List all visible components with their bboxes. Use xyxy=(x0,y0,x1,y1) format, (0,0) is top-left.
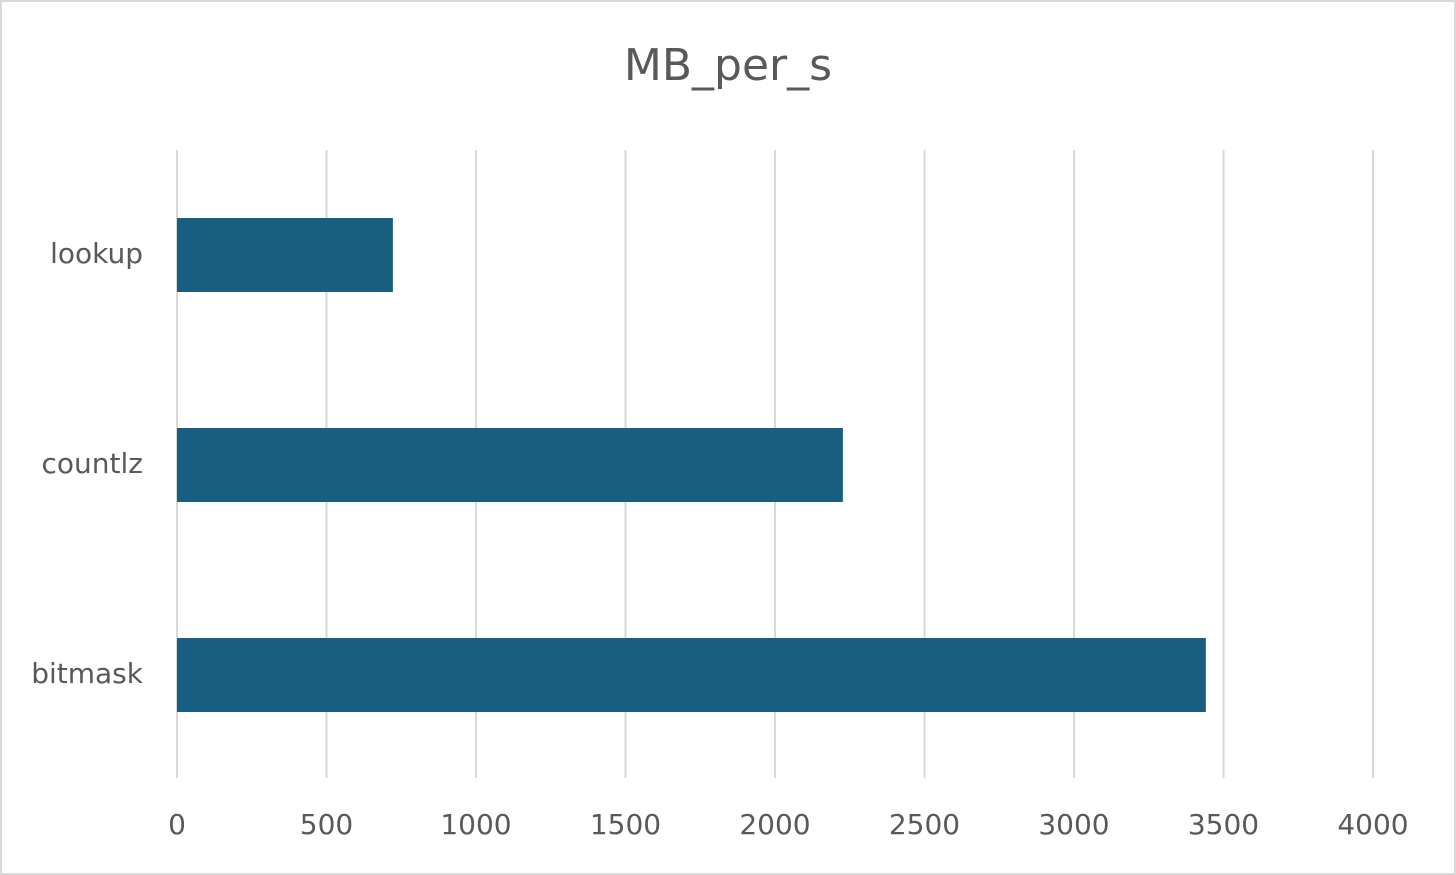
bar xyxy=(177,218,393,292)
bar xyxy=(177,428,843,502)
x-tick-label: 500 xyxy=(300,808,353,841)
x-tick-label: 1000 xyxy=(440,808,511,841)
x-tick-label: 2000 xyxy=(739,808,810,841)
y-tick-label: bitmask xyxy=(31,657,144,690)
x-tick-label: 2500 xyxy=(889,808,960,841)
bar xyxy=(177,638,1206,712)
x-tick-label: 3500 xyxy=(1188,808,1259,841)
x-tick-label: 1500 xyxy=(590,808,661,841)
chart-title: MB_per_s xyxy=(624,40,832,91)
x-tick-label: 4000 xyxy=(1337,808,1408,841)
x-tick-label: 3000 xyxy=(1038,808,1109,841)
y-tick-label: lookup xyxy=(50,237,143,270)
y-tick-label: countlz xyxy=(42,447,143,480)
x-tick-label: 0 xyxy=(168,808,186,841)
